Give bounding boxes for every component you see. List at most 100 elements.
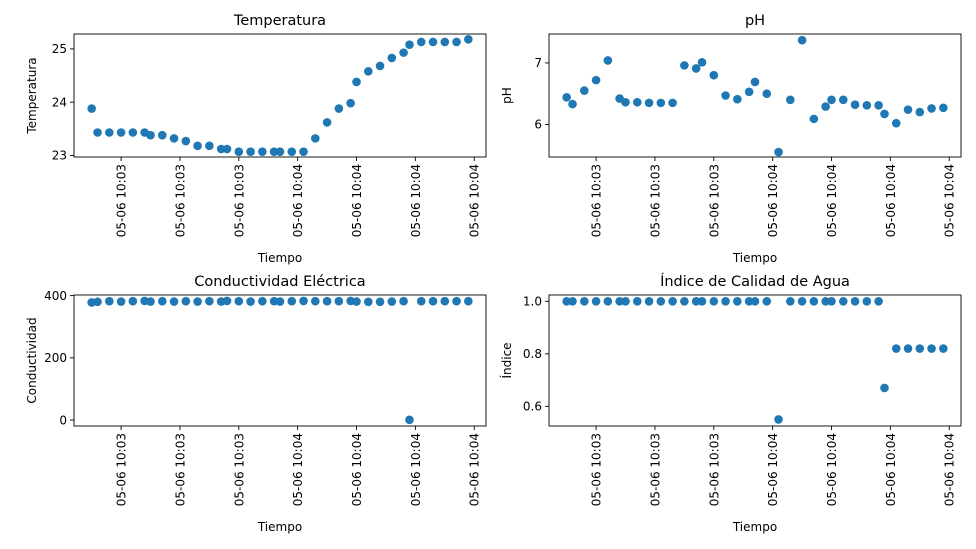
indice-point [615,297,624,306]
conductividad-point [440,296,450,306]
ph-point [644,98,654,108]
temperatura-point [440,37,450,47]
indice-point [591,297,601,306]
indice-point [850,297,860,306]
temperatura-point [352,77,361,87]
conductividad-point [334,296,344,306]
conductividad-point [157,296,167,306]
indice-point [568,297,577,306]
temperatura-title: Temperatura [233,13,326,29]
ph-point [850,100,860,110]
ph-xlabel: Tiempo [732,251,777,265]
indice-xtick-label: 05-06 10:03 [590,433,604,506]
subplot-temperatura: Temperatura 23 24 25 05-06 10:03 05-06 10:03 0… [25,13,487,265]
conductividad-point [205,296,214,306]
ph-xtick-label: 05-06 10:03 [648,164,662,237]
ph-point [774,147,783,157]
temperatura-ytick-label: 24 [52,95,67,109]
temperatura-point [157,130,167,140]
temperatura-point [146,130,155,140]
indice-point [939,344,948,353]
ph-point [744,87,754,97]
ph-point [762,89,772,98]
indice-point [691,297,701,306]
indice-point [809,297,819,306]
indice-ytick-label: 0.8 [523,347,542,361]
ph-point [797,35,807,45]
indice-xtick-label: 05-06 10:04 [825,433,839,506]
temperatura-ylabel: Temperatura [25,57,39,134]
indice-ytick-label: 0.6 [523,400,542,414]
indice-point [603,297,613,306]
indice-point [915,344,925,353]
indice-point [862,297,872,306]
indice-point [733,297,742,306]
conductividad-axes-frame [73,294,487,427]
indice-point [762,297,772,306]
conductividad-point [375,297,385,307]
conductividad-xtick-label: 05-06 10:03 [232,433,246,506]
indice-point [874,297,883,306]
temperatura-ytick-label: 23 [52,149,67,163]
conductividad-xtick-label: 05-06 10:04 [350,433,364,506]
indice-point [709,297,719,306]
ph-point [632,97,642,107]
indice-point [668,297,677,306]
ph-point [903,105,913,114]
temperatura-point [428,37,438,47]
ph-point [603,56,613,65]
ph-point [939,103,948,113]
ph-xtick-label: 05-06 10:03 [707,164,721,237]
indice-xtick-label: 05-06 10:03 [707,433,721,506]
ph-ytick-label: 7 [534,56,542,70]
indice-point [880,383,889,393]
indice-ylabel: Índice [499,342,514,378]
temperatura-point [169,134,179,143]
temperatura-point [205,141,214,151]
ph-point [721,91,730,100]
ph-point [709,70,719,80]
conductividad-point [128,296,138,306]
conductividad-point [275,297,285,306]
indice-point [750,297,760,306]
temperatura-xtick-label: 05-06 10:03 [232,164,246,237]
conductividad-point [246,297,255,306]
temperatura-point [181,136,191,146]
indice-xtick-label: 05-06 10:04 [943,433,957,506]
conductividad-point [234,296,244,306]
temperatura-point [116,128,126,137]
indice-point [774,415,783,424]
temperatura-point [363,66,373,76]
subplot-conductividad: Conductividad Eléctrica 0 200 400 05-06 10:0… [25,274,487,534]
ph-title: pH [745,13,765,29]
conductividad-point [146,297,155,306]
temperatura-point [234,147,244,156]
conductividad-point [169,297,179,306]
temperatura-point [287,147,297,156]
conductividad-point [399,296,408,306]
indice-xtick-label: 05-06 10:04 [884,433,898,506]
indice-xtick-label: 05-06 10:03 [648,433,662,506]
ph-point [838,95,848,105]
conductividad-point [352,297,361,306]
temperatura-point [87,104,96,113]
ph-point [891,118,901,128]
temperatura-point [216,144,226,154]
conductividad-ylabel: Conductividad [25,317,39,403]
indice-ytick-label: 1.0 [523,295,542,309]
temperatura-xtick-label: 05-06 10:04 [291,164,305,237]
indice-point [744,297,754,306]
conductividad-ytick-label: 200 [44,351,67,365]
ph-point [874,101,883,110]
temperatura-point [322,118,332,127]
conductividad-point [93,297,102,307]
indice-point [797,297,807,306]
ph-point [591,75,601,85]
indice-point [927,344,936,353]
ph-point [880,109,889,119]
ph-point [809,114,819,124]
temperatura-point [105,128,114,137]
ph-xtick-label: 05-06 10:04 [766,164,780,237]
ph-point [621,97,630,107]
conductividad-point [428,296,438,306]
